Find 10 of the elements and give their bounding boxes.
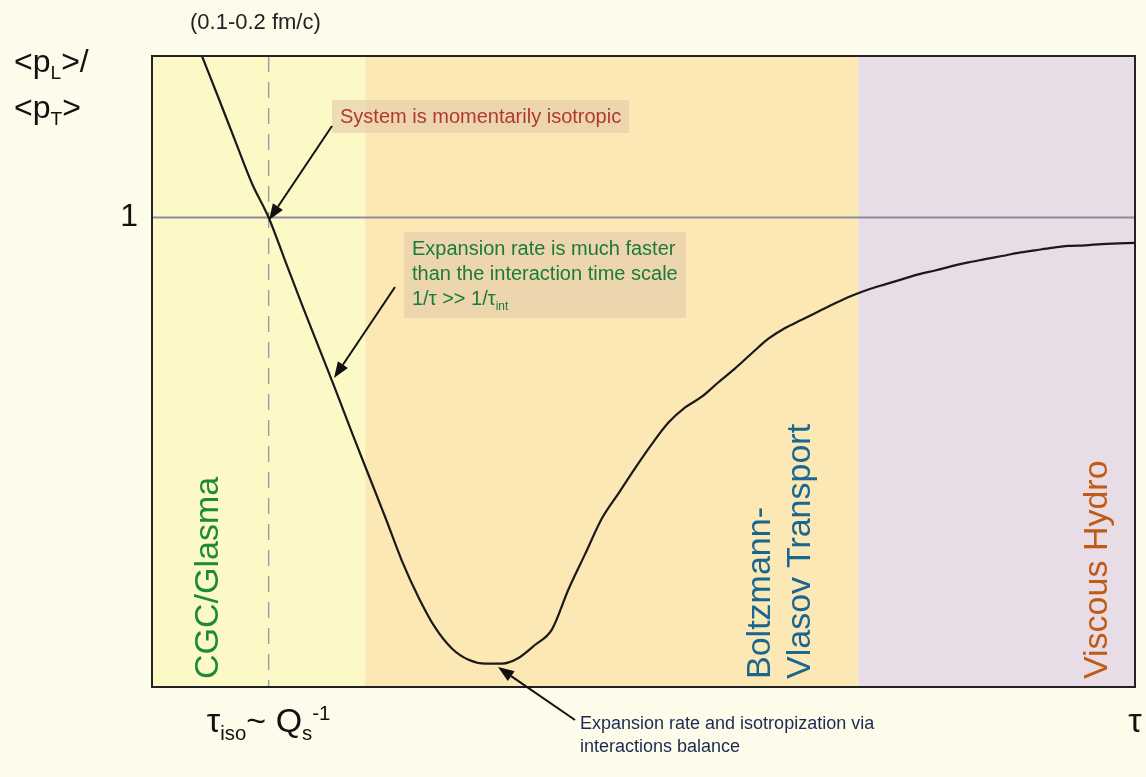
annotation: Boltzmann- Vlasov Transport: [739, 423, 818, 679]
y-axis-title: <p$_{L}$>/<p$_{T}$>: [14, 42, 89, 132]
ref-line-label: 1: [120, 197, 138, 234]
x-tick-label: τ: [1128, 701, 1142, 740]
annotation: Viscous Hydro: [1076, 460, 1114, 679]
text: (0.1-0.2 fm/c): [190, 8, 321, 36]
annotation: CGC/Glasma: [187, 476, 225, 679]
annotation: System is momentarily isotropic: [332, 100, 630, 133]
annotation: Expansion rate is much faster than the interaction time scale 1/τ >> 1/τ$_{int}$: [404, 232, 686, 318]
text: Expansion rate and isotropization via interactions balance: [580, 712, 875, 757]
